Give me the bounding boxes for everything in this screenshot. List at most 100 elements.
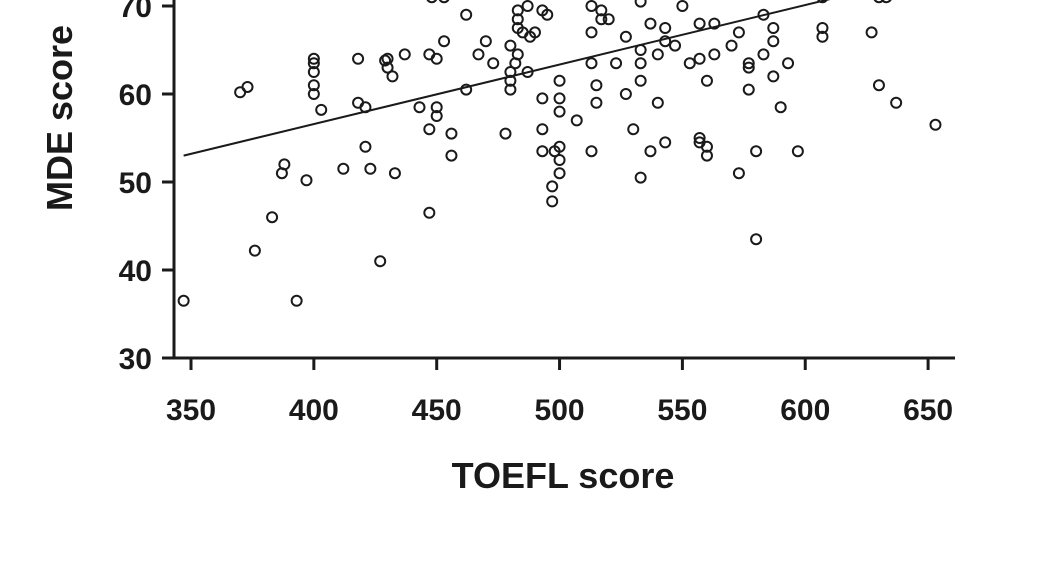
data-point (585, 26, 598, 39)
data-point (536, 92, 549, 105)
data-point (644, 17, 657, 30)
data-point (521, 0, 534, 12)
data-point (865, 26, 878, 39)
data-point (398, 48, 411, 61)
data-point (890, 96, 903, 109)
data-point (300, 174, 313, 187)
data-point (693, 52, 706, 65)
data-point (290, 294, 303, 307)
data-point (585, 0, 598, 12)
data-point (379, 54, 392, 67)
data-point (750, 145, 763, 158)
data-point (595, 4, 608, 17)
data-point (817, 0, 828, 4)
data-point (644, 145, 657, 158)
data-point (700, 149, 713, 162)
data-point (487, 57, 500, 70)
data-point (278, 158, 291, 171)
trend-line (183, 0, 831, 157)
data-point (590, 96, 603, 109)
data-point (541, 8, 554, 21)
data-point (307, 57, 320, 70)
data-point (872, 79, 885, 92)
y-axis-ticks: 30 40 50 60 70 (119, 0, 174, 376)
data-point (619, 30, 632, 43)
data-point (816, 30, 829, 43)
data-point (528, 26, 541, 39)
x-tick-label: 350 (166, 394, 216, 427)
data-point (460, 8, 473, 21)
data-point (873, 0, 885, 4)
data-point (693, 17, 706, 30)
data-point (553, 167, 566, 180)
data-point (504, 39, 517, 52)
x-tick-label: 650 (903, 394, 953, 427)
y-tick-label: 30 (119, 343, 152, 376)
data-point (359, 140, 372, 153)
data-point (307, 79, 320, 92)
data-point (651, 96, 664, 109)
x-tick-label: 450 (412, 394, 462, 427)
data-point (732, 26, 745, 39)
data-point (511, 4, 524, 17)
data-point (374, 255, 387, 268)
data-point (634, 57, 647, 70)
data-point (602, 13, 615, 26)
y-tick-label: 50 (119, 167, 152, 200)
data-point (413, 101, 426, 114)
data-point (430, 110, 443, 122)
data-point (767, 35, 780, 48)
data-point (307, 66, 320, 78)
data-point (472, 48, 485, 61)
data-point (177, 294, 190, 307)
data-point (619, 88, 632, 100)
data-point (553, 140, 566, 153)
data-point (585, 57, 598, 70)
data-point (627, 123, 640, 136)
x-tick-label: 400 (289, 394, 339, 427)
data-point (386, 70, 399, 83)
data-point (590, 79, 603, 92)
data-point (700, 140, 713, 153)
data-point (423, 123, 436, 136)
data-point (782, 57, 795, 70)
data-point (659, 22, 672, 34)
data-points (177, 0, 942, 307)
y-tick-label: 60 (119, 79, 152, 112)
data-point (634, 171, 647, 184)
data-point (700, 74, 713, 87)
data-point (651, 48, 664, 61)
y-tick-label: 40 (119, 255, 152, 288)
data-point (536, 145, 549, 158)
data-point (659, 35, 672, 48)
data-point (742, 57, 755, 70)
data-point (479, 35, 492, 48)
data-point (337, 162, 350, 175)
data-point (708, 48, 721, 61)
data-point (553, 105, 566, 118)
data-point (266, 211, 279, 224)
data-point (791, 145, 804, 158)
data-point (352, 52, 365, 65)
data-point (750, 233, 763, 246)
data-point (248, 244, 261, 257)
x-tick-label: 550 (657, 394, 707, 427)
data-point (757, 48, 770, 61)
data-point (511, 48, 524, 61)
data-point (683, 57, 696, 70)
x-axis-title: TOEFL score (452, 455, 675, 496)
data-point (693, 132, 706, 144)
data-point (460, 83, 473, 96)
data-point (659, 136, 672, 149)
data-point (307, 88, 320, 100)
data-point (774, 101, 787, 114)
data-point (445, 149, 458, 162)
data-point (536, 123, 549, 136)
data-point (553, 74, 566, 87)
data-point (546, 195, 559, 208)
data-point (241, 80, 254, 93)
data-point (381, 52, 394, 65)
data-point (585, 145, 598, 158)
data-point (881, 0, 892, 4)
